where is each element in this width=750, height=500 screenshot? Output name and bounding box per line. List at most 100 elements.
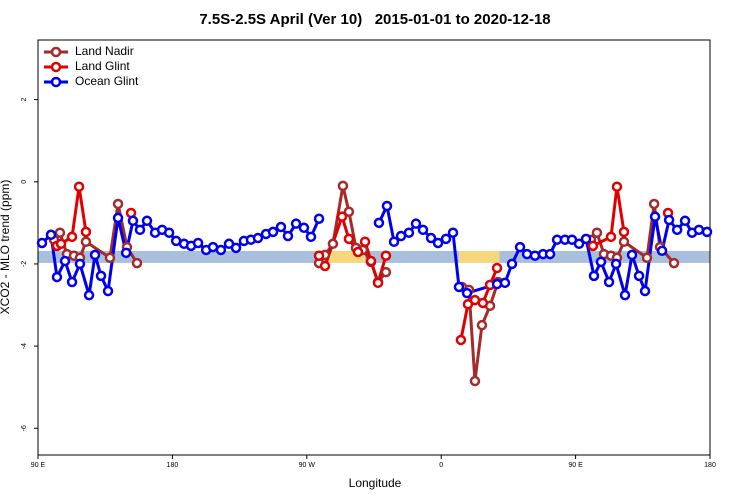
data-point [432,237,444,249]
data-point [610,258,622,270]
data-point [476,319,488,331]
data-point [275,221,287,233]
data-point [649,211,661,222]
y-tick-label: -4 [21,343,28,349]
y-tick-label: -2 [21,261,28,267]
data-point [626,249,638,261]
data-point [372,277,384,289]
data-point [588,270,600,282]
data-point [282,230,294,242]
legend-marker [50,61,62,73]
data-point [506,258,518,270]
data-point [477,297,489,309]
data-point [54,227,66,238]
data-point [290,218,302,229]
data-point [359,236,371,247]
data-point [319,260,331,272]
data-point [192,237,204,249]
legend-label: Ocean Glint [75,74,139,88]
data-point [573,238,585,250]
trend-band [365,250,460,263]
data-point [120,247,132,259]
x-tick-label: 180 [167,462,179,469]
data-point [611,181,623,192]
data-point [425,232,437,244]
data-point [80,236,92,247]
data-point [701,226,713,238]
data-point [112,198,124,210]
data-point [587,240,599,252]
data-point [36,237,48,249]
data-point [618,226,630,238]
data-point [373,217,385,229]
y-axis-label: XCO2 - MLO trend (ppm) [0,180,12,315]
legend-label: Land Glint [75,59,130,73]
data-point [102,285,114,297]
x-tick-label: 90 E [568,462,583,469]
data-point [529,250,541,261]
data-point [163,227,175,238]
data-point [619,289,631,301]
data-point [491,278,503,290]
data-point [491,262,503,274]
data-point [305,231,317,243]
data-point [131,257,143,269]
data-point [455,334,467,346]
data-point [469,375,481,387]
data-point [352,246,364,258]
data-point [679,215,691,227]
data-point [74,258,86,270]
data-point [591,227,603,238]
data-point [327,238,339,250]
x-axis-label: Longitude [349,476,402,490]
data-point [89,249,101,261]
data-point [648,198,660,210]
data-point [639,285,651,297]
data-point [313,213,325,224]
data-point [605,231,617,243]
data-point [230,242,242,254]
data-point [66,276,78,288]
data-point [603,276,615,288]
data-point [343,206,355,218]
data-point [417,224,429,236]
data-point [447,227,459,238]
data-point [388,236,400,247]
data-point [403,227,415,238]
data-point [461,287,473,299]
data-point [618,236,630,247]
data-point [656,245,668,257]
legend-marker [50,46,62,58]
data-point [544,248,556,260]
data-point [51,271,63,283]
y-tick-label: 2 [21,98,28,102]
data-point [514,241,526,253]
data-point [580,233,592,245]
data-point [141,215,153,227]
data-point [499,277,511,289]
data-point [134,224,146,236]
data-point [440,233,452,245]
y-tick-label: -6 [21,425,28,431]
x-tick-label: 180 [704,462,716,469]
data-point [380,250,392,261]
data-point [215,244,227,256]
data-point [641,252,653,264]
data-point [410,218,422,229]
data-point [45,229,57,241]
chart-title: 7.5S-2.5S April (Ver 10) 2015-01-01 to 2… [199,11,550,28]
x-tick-label: 90 W [299,462,316,469]
data-point [95,270,107,282]
data-point [55,238,67,250]
data-point [66,231,78,243]
data-point [337,180,349,192]
data-point [663,214,675,226]
y-tick-label: 0 [21,180,28,184]
data-point [453,281,465,293]
data-point [668,257,680,269]
data-point [80,226,92,238]
data-point [112,212,124,224]
data-point [343,233,355,245]
data-point [127,215,139,227]
trend-band [459,250,500,263]
